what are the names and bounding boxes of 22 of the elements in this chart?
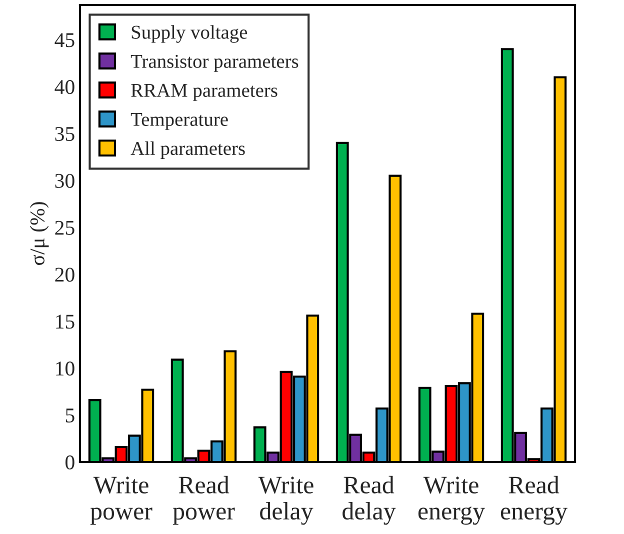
y-axis-title: σ/μ (%) bbox=[30, 202, 49, 266]
y-tick-label: 5 bbox=[66, 408, 74, 423]
y-tick-label: 45 bbox=[54, 33, 74, 48]
x-tick-label: Read energy bbox=[500, 476, 568, 525]
legend-label: Supply voltage bbox=[132, 25, 248, 43]
legend-label: RRAM parameters bbox=[131, 84, 278, 101]
legend-label: Temperature bbox=[130, 113, 228, 130]
x-tick-label: Write power bbox=[90, 476, 152, 525]
x-tick-label: Read delay bbox=[342, 476, 396, 525]
legend-label: Transistor parameters bbox=[130, 54, 298, 72]
legend-label: All parameters bbox=[130, 141, 245, 159]
x-tick-label: Write delay bbox=[258, 476, 314, 525]
x-tick-label: Write energy bbox=[418, 476, 485, 525]
y-tick-label: 10 bbox=[56, 362, 74, 376]
y-tick-label: 20 bbox=[55, 268, 74, 282]
y-tick-label: 25 bbox=[55, 220, 74, 235]
y-tick-label: 15 bbox=[56, 314, 74, 329]
y-tick-label: 40 bbox=[54, 80, 74, 94]
x-tick-label: Read power bbox=[172, 476, 235, 525]
y-tick-label: 30 bbox=[55, 174, 74, 188]
y-tick-label: 35 bbox=[55, 126, 74, 141]
y-tick-label: 0 bbox=[66, 455, 74, 470]
